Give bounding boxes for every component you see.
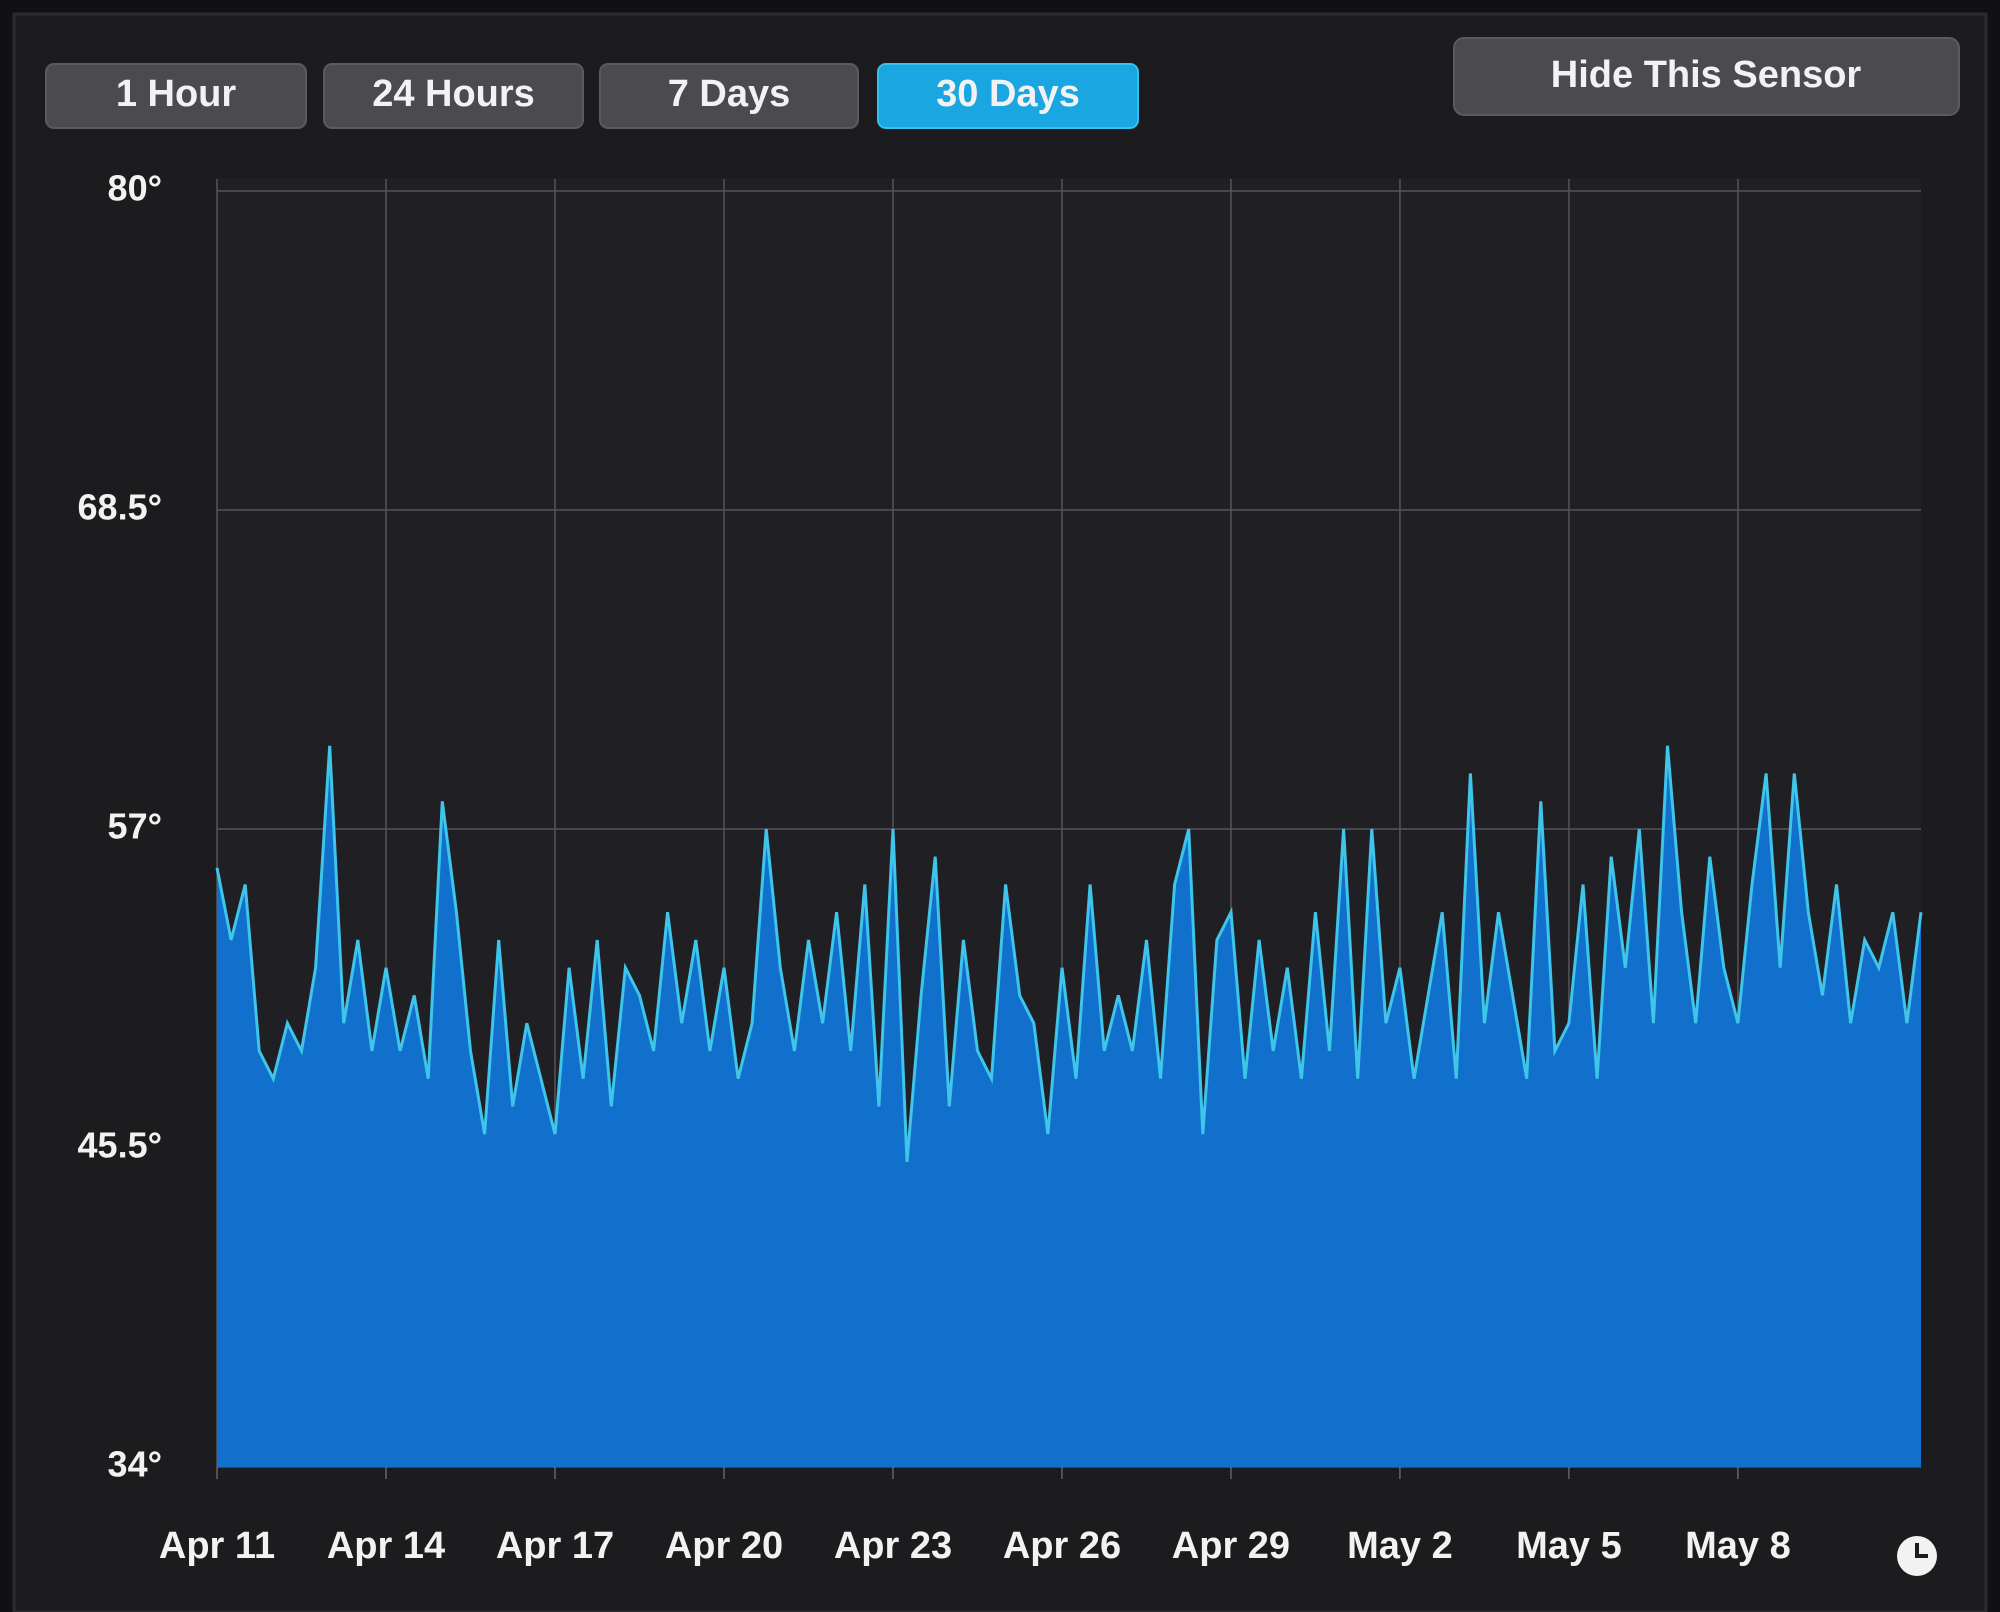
x-tick-label: May 5 — [1516, 1525, 1622, 1567]
x-tick-label: May 2 — [1347, 1525, 1453, 1567]
x-tick-label: Apr 29 — [1172, 1525, 1290, 1567]
range-button-bg[interactable] — [45, 63, 307, 129]
line — [215, 745, 1923, 1163]
range-button-label[interactable]: 7 Days — [668, 73, 791, 115]
hide-button-bg[interactable] — [1453, 37, 1960, 116]
x-tick-label: Apr 17 — [496, 1525, 614, 1567]
range-button-bg[interactable] — [323, 63, 584, 129]
x-tick-label: Apr 26 — [1003, 1525, 1121, 1567]
range-button-label[interactable]: 24 Hours — [372, 73, 535, 115]
x-tick-label: Apr 14 — [327, 1525, 445, 1567]
range-button[interactable]: 24 Hours — [323, 63, 584, 129]
area — [217, 745, 1921, 1467]
hide-button[interactable]: Hide This Sensor — [1453, 37, 1960, 116]
clock-icon[interactable] — [1897, 1536, 1937, 1576]
x-tick-label: Apr 11 — [159, 1525, 275, 1567]
y-tick-label: 57° — [108, 806, 162, 847]
clock-hands[interactable] — [1915, 1543, 1928, 1558]
x-tick-label: Apr 23 — [834, 1525, 952, 1567]
x-tick-label: Apr 20 — [665, 1525, 783, 1567]
y-tick-label: 34° — [108, 1444, 162, 1485]
range-button[interactable]: 30 Days — [877, 63, 1139, 129]
range-button-bg[interactable] — [599, 63, 859, 129]
range-button-bg[interactable] — [877, 63, 1139, 129]
hide-button-label[interactable]: Hide This Sensor — [1551, 54, 1862, 96]
range-button-label[interactable]: 30 Days — [936, 73, 1080, 115]
y-tick-label: 68.5° — [78, 487, 162, 528]
y-tick-label: 45.5° — [78, 1125, 162, 1166]
x-tick-label: May 8 — [1685, 1525, 1791, 1567]
y-tick-label: 80° — [108, 168, 162, 209]
range-button[interactable]: 7 Days — [599, 63, 859, 129]
range-button[interactable]: 1 Hour — [45, 63, 307, 129]
range-button-label[interactable]: 1 Hour — [116, 73, 237, 115]
